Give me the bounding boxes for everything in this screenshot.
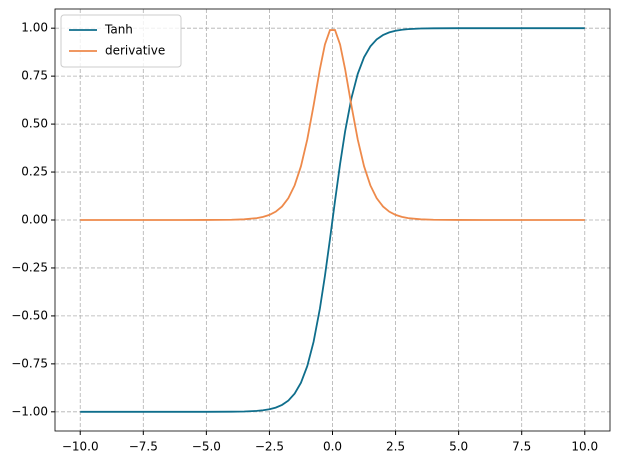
plot-frame <box>54 8 611 432</box>
line <box>80 29 585 221</box>
y-tick-label: 0.00 <box>21 213 48 227</box>
x-tick-label: −10.0 <box>62 440 99 454</box>
y-tick-label: 0.75 <box>21 69 48 83</box>
y-tick-label: −0.50 <box>11 308 48 322</box>
x-tick-label: −5.0 <box>192 440 221 454</box>
x-tick-label: 0.0 <box>323 440 342 454</box>
y-tick-label: 1.00 <box>21 21 48 35</box>
x-tick-label: 2.5 <box>386 440 405 454</box>
legend-label: Tanh <box>104 23 133 37</box>
legend-label: derivative <box>105 44 165 58</box>
y-tick-label: −0.75 <box>11 356 48 370</box>
y-tick-label: 0.50 <box>21 117 48 131</box>
line <box>80 27 585 413</box>
x-tick-label: 10.0 <box>571 440 598 454</box>
y-tick-label: −1.00 <box>11 404 48 418</box>
x-tick-label: −7.5 <box>129 440 158 454</box>
legend-box <box>60 14 182 68</box>
x-tick-label: −2.5 <box>255 440 284 454</box>
x-tick-label: 5.0 <box>449 440 468 454</box>
y-tick-label: 0.25 <box>21 165 48 179</box>
y-tick-label: −0.25 <box>11 260 48 274</box>
x-tick-label: 7.5 <box>512 440 531 454</box>
